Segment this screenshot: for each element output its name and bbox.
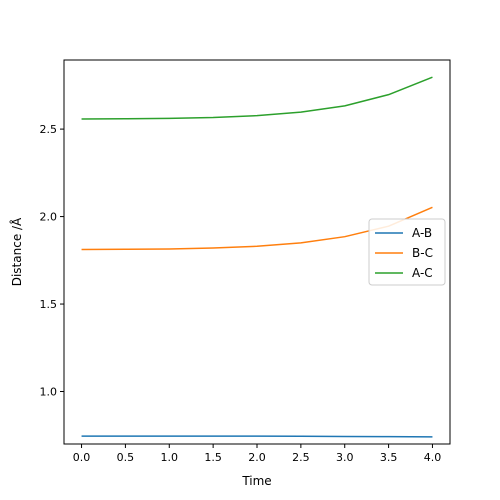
- x-tick-label: 3.0: [336, 451, 354, 464]
- x-tick-label: 3.5: [380, 451, 398, 464]
- series-line-a-b: [81, 435, 433, 438]
- legend: A-B B-C A-C: [368, 218, 446, 286]
- x-tick-label: 1.5: [204, 451, 222, 464]
- legend-label-b-c: B-C: [412, 246, 433, 260]
- x-axis-ticks: 0.0 0.5 1.0 1.5 2.0 2.5 3.0 3.5 4.0: [73, 444, 441, 464]
- x-axis-label: Time: [241, 474, 271, 488]
- x-tick-label: 2.0: [248, 451, 266, 464]
- y-axis-label: Distance /Å: [9, 217, 24, 286]
- y-tick-label: 2.5: [40, 123, 58, 136]
- legend-box: [368, 218, 446, 286]
- x-tick-label: 1.0: [161, 451, 179, 464]
- x-tick-label: 2.5: [292, 451, 310, 464]
- y-tick-label: 1.0: [40, 386, 58, 399]
- legend-label-a-c: A-C: [412, 266, 433, 280]
- y-tick-label: 2.0: [40, 211, 58, 224]
- x-tick-label: 0.5: [117, 451, 135, 464]
- x-tick-label: 4.0: [424, 451, 442, 464]
- y-axis-ticks: 1.0 1.5 2.0 2.5: [40, 123, 64, 399]
- series-line-a-c: [81, 76, 433, 120]
- y-tick-label: 1.5: [40, 298, 58, 311]
- x-tick-label: 0.0: [73, 451, 91, 464]
- legend-label-a-b: A-B: [412, 226, 432, 240]
